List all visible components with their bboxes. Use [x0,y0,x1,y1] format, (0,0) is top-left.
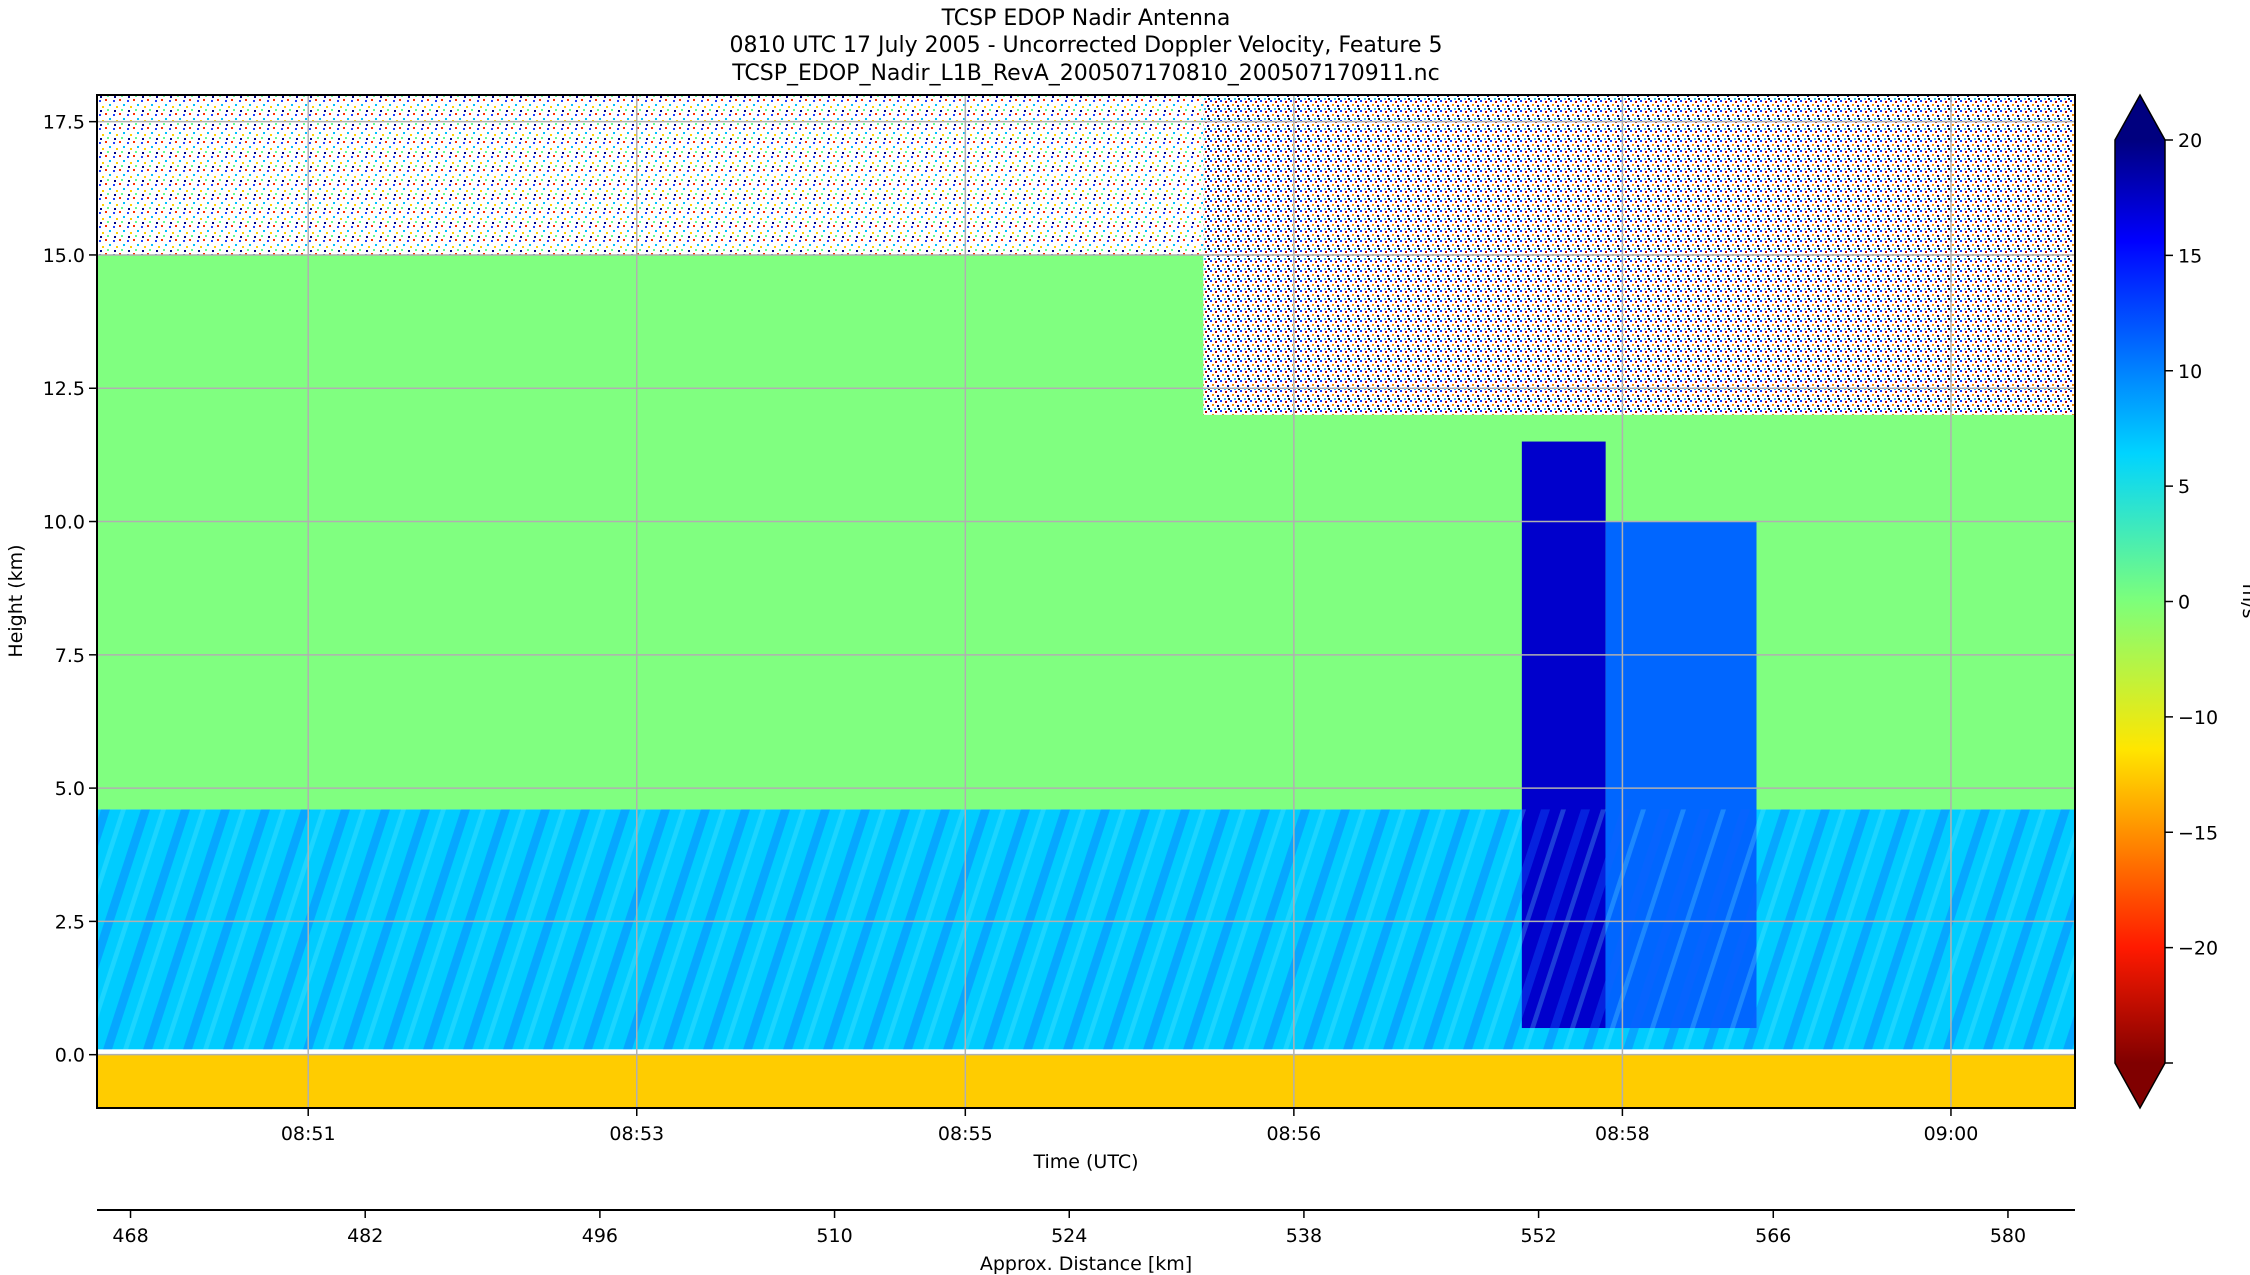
distance-tick-label: 538 [1286,1225,1322,1247]
distance-tick-label: 468 [112,1225,148,1247]
grid-lines [97,95,2075,1108]
plot-frame [96,94,2076,1109]
colorbar-label: m/s [2238,584,2250,619]
title-block: TCSP EDOP Nadir Antenna 0810 UTC 17 July… [729,6,1442,86]
y-tick-label: 15.0 [43,245,85,267]
y-tick-label: 10.0 [43,512,85,534]
x-axis-label: Time (UTC) [1032,1151,1138,1173]
colorbar-tick-label: 5 [2178,476,2190,498]
distance-axis: 468 482 496 510 524 538 552 566 580 [97,1209,2075,1247]
distance-tick-label: 496 [582,1225,618,1247]
colorbar-tick-label: 15 [2178,245,2202,267]
y-tick-label: 5.0 [55,778,85,800]
colorbar-tick-label: −15 [2178,822,2218,844]
distance-tick-label: 552 [1520,1225,1556,1247]
colorbar-extend-top [2115,95,2165,140]
colorbar-extend-bottom [2115,1063,2165,1108]
x-tick-label: 08:58 [1595,1123,1650,1145]
y-tick-label: 17.5 [43,112,85,134]
colorbar-tick-label: 10 [2178,361,2202,383]
velocity-region [97,95,1204,255]
y-tick-label: 12.5 [43,378,85,400]
plot-area [97,95,2075,1108]
colorbar-tick-label: −10 [2178,707,2218,729]
downdraft-streaks [97,809,2075,1050]
y-tick-label: 7.5 [55,645,85,667]
x-axis: 08:51 08:53 08:55 08:56 08:58 09:00 [281,1108,1979,1145]
velocity-region [97,1054,2075,1108]
y-axis-label: Height (km) [5,544,27,657]
chart-title-line-2: 0810 UTC 17 July 2005 - Uncorrected Dopp… [729,33,1442,58]
distance-axis-label: Approx. Distance [km] [980,1253,1192,1275]
y-tick-label: 2.5 [55,911,85,933]
colorbar-tick-label: 0 [2178,592,2190,614]
distance-tick-label: 566 [1755,1225,1791,1247]
distance-tick-label: 510 [816,1225,852,1247]
colorbar-gradient [2115,140,2165,1063]
colorbar-tick-label: −20 [2178,938,2218,960]
colorbar: 20 15 10 5 0 −10 −15 −20 [2114,93,2218,1110]
chart-title-line-3: TCSP_EDOP_Nadir_L1B_RevA_200507170810_20… [731,61,1439,86]
distance-tick-label: 524 [1051,1225,1087,1247]
x-tick-label: 08:51 [281,1123,336,1145]
x-tick-label: 08:56 [1266,1123,1321,1145]
x-tick-label: 09:00 [1924,1123,1979,1145]
distance-tick-label: 482 [347,1225,383,1247]
y-tick-label: 0.0 [55,1045,85,1067]
colorbar-tick-label: 20 [2178,130,2202,152]
x-tick-label: 08:55 [938,1123,993,1145]
y-axis: 0.0 2.5 5.0 7.5 10.0 12.5 15.0 17.5 [43,112,97,1067]
distance-tick-label: 580 [1990,1225,2026,1247]
chart-title-line-1: TCSP EDOP Nadir Antenna [941,6,1231,31]
x-tick-label: 08:53 [609,1123,664,1145]
